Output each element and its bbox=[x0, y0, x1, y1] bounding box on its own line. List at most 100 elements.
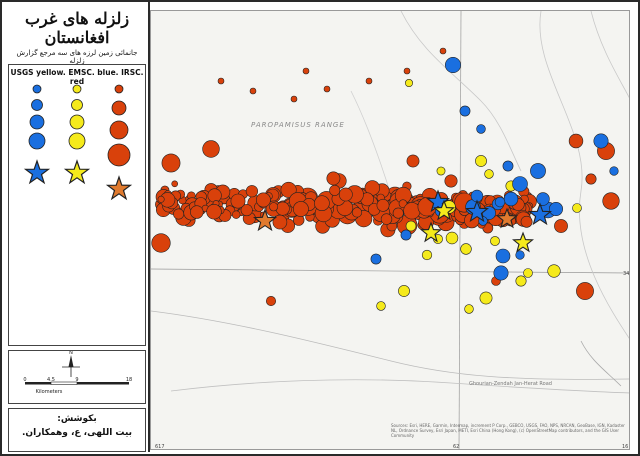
usgs-event bbox=[484, 169, 494, 179]
irsc-event bbox=[329, 184, 341, 196]
irsc-event bbox=[403, 202, 421, 220]
emsc-event bbox=[459, 105, 471, 117]
legend-usgs-circle-4 bbox=[68, 132, 86, 150]
credit-authors: بیت اللهی، ع، وهمکاران. bbox=[22, 428, 132, 438]
emsc-event bbox=[476, 124, 486, 134]
irsc-event bbox=[323, 85, 331, 93]
irsc-event bbox=[554, 219, 568, 233]
usgs-event bbox=[376, 301, 386, 311]
tick-label-16: 16 bbox=[622, 444, 628, 450]
scale-graphic: N 0 4.5 9 18 Kilometers bbox=[23, 350, 132, 395]
irsc-event bbox=[302, 67, 310, 75]
legend-irsc-circle-3 bbox=[109, 120, 129, 140]
irsc-mainshock-star bbox=[252, 208, 278, 232]
emsc-event bbox=[494, 196, 506, 208]
legend-emsc-star bbox=[23, 159, 51, 185]
scale-tick-3: 18 bbox=[126, 377, 132, 383]
irsc-event bbox=[256, 192, 271, 208]
irsc-event bbox=[338, 187, 353, 202]
sidebar-panel: زلزله های غرب افغانستان جانمائی زمین لرز… bbox=[2, 2, 150, 452]
irsc-event bbox=[217, 77, 225, 85]
usgs-event bbox=[515, 275, 527, 287]
place-label-paropamisus: PAROPAMISUS RANGE bbox=[251, 121, 345, 129]
emsc-event bbox=[536, 192, 550, 206]
tick-label-62: 62 bbox=[453, 444, 459, 450]
usgs-mainshock-star bbox=[420, 221, 442, 243]
irsc-event bbox=[206, 204, 222, 220]
tick-label-617: 617 bbox=[155, 444, 165, 450]
irsc-event bbox=[161, 153, 181, 173]
emsc-event bbox=[370, 253, 382, 265]
irsc-event bbox=[230, 193, 246, 209]
usgs-event bbox=[475, 155, 487, 167]
irsc-event bbox=[403, 67, 411, 75]
usgs-event bbox=[398, 285, 410, 297]
credit-box: بکوشش: بیت اللهی، ع، وهمکاران. bbox=[8, 408, 146, 452]
title-block: زلزله های غرب افغانستان جانمائی زمین لرز… bbox=[8, 6, 146, 86]
legend-irsc-circle-2 bbox=[111, 100, 127, 116]
irsc-event bbox=[280, 181, 297, 198]
emsc-event bbox=[548, 202, 563, 217]
scale-bar bbox=[25, 381, 129, 385]
irsc-mainshock-star bbox=[496, 207, 518, 229]
irsc-event bbox=[290, 95, 298, 103]
map-subtitle: جانمائی زمین لرزه های سه مرجع گزارش زلزل… bbox=[16, 49, 138, 65]
irsc-event bbox=[520, 215, 533, 228]
irsc-event bbox=[602, 192, 620, 210]
road-label: Ghourian-Zendah Jan-Herat Road bbox=[469, 381, 552, 387]
credit-label: بکوشش: bbox=[57, 414, 97, 424]
irsc-event bbox=[157, 195, 165, 203]
irsc-event bbox=[151, 233, 171, 253]
earthquake-symbols bbox=[151, 47, 620, 314]
irsc-event bbox=[376, 198, 390, 212]
usgs-event bbox=[436, 166, 446, 176]
map-attribution: Sources: Esri, HERE, Garmin, Intermap, i… bbox=[391, 423, 625, 438]
irsc-event bbox=[249, 87, 257, 95]
map-canvas[interactable]: PAROPAMISUS RANGE Ghourian-Zendah Jan-He… bbox=[151, 11, 630, 450]
emsc-event bbox=[495, 248, 511, 264]
legend-usgs-star bbox=[63, 159, 91, 185]
irsc-event bbox=[351, 207, 363, 218]
usgs-mainshock-star bbox=[512, 231, 534, 253]
irsc-event bbox=[326, 171, 341, 186]
emsc-event bbox=[502, 160, 514, 172]
irsc-event bbox=[576, 282, 594, 300]
legend-emsc-circle-2 bbox=[31, 99, 43, 111]
irsc-event bbox=[240, 204, 253, 217]
emsc-event bbox=[530, 163, 546, 179]
irsc-event bbox=[585, 173, 597, 185]
legend-usgs-circle-2 bbox=[71, 99, 83, 111]
north-label: N bbox=[69, 351, 73, 356]
scale-tick-2: 9 bbox=[75, 377, 78, 383]
irsc-event bbox=[444, 174, 458, 188]
north-arrow-icon bbox=[62, 355, 80, 377]
irsc-event bbox=[392, 207, 404, 219]
usgs-event bbox=[421, 249, 433, 261]
irsc-event bbox=[190, 205, 204, 219]
source-colors-line: USGS yellow. EMSC. blue. IRSC. red bbox=[10, 68, 144, 86]
irsc-event bbox=[231, 210, 241, 219]
irsc-event bbox=[439, 47, 447, 55]
irsc-event bbox=[269, 202, 279, 212]
usgs-event bbox=[547, 264, 561, 278]
legend-usgs-circle-3 bbox=[69, 114, 85, 130]
mainshock-stars bbox=[252, 189, 553, 253]
emsc-event bbox=[512, 176, 528, 192]
irsc-event bbox=[292, 201, 309, 217]
usgs-event bbox=[445, 231, 459, 245]
usgs-event bbox=[405, 79, 414, 88]
scale-tick-1: 4.5 bbox=[47, 377, 55, 383]
usgs-event bbox=[460, 243, 472, 255]
irsc-event bbox=[173, 208, 185, 220]
scale-unit: Kilometers bbox=[36, 389, 63, 395]
emsc-event bbox=[493, 265, 509, 281]
scale-tick-0: 0 bbox=[23, 377, 26, 383]
irsc-event bbox=[207, 188, 222, 203]
emsc-event bbox=[444, 56, 461, 73]
irsc-event bbox=[365, 77, 373, 85]
irsc-event bbox=[275, 201, 290, 216]
irsc-event bbox=[171, 180, 179, 188]
emsc-event bbox=[515, 250, 525, 260]
map-panel[interactable]: PAROPAMISUS RANGE Ghourian-Zendah Jan-He… bbox=[150, 10, 630, 450]
emsc-event bbox=[400, 229, 412, 241]
